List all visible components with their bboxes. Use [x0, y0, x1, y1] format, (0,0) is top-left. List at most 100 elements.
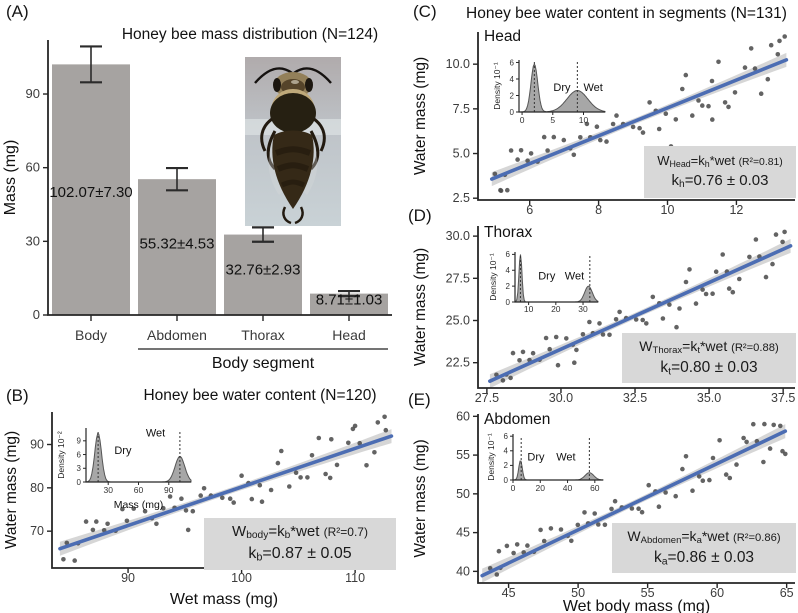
svg-text:Wet mass (mg): Wet mass (mg) [170, 591, 278, 608]
bar-chart-mass-distribution: 102.07±7.30 55.32±4.53 32.76±2.93 8.71±1.03… [2, 40, 392, 372]
equation-box-head: WHead=kh*wet (R²=0.81) kh=0.76 ± 0.03 [644, 146, 796, 198]
svg-text:Wet: Wet [556, 452, 575, 464]
svg-text:Abdomen: Abdomen [147, 327, 207, 343]
panel-b-label: (B) [6, 386, 29, 405]
svg-text:27.5: 27.5 [446, 271, 470, 285]
svg-text:90: 90 [164, 485, 174, 495]
svg-text:20: 20 [536, 483, 546, 493]
svg-text:6: 6 [510, 58, 515, 67]
svg-text:22.5: 22.5 [446, 356, 470, 370]
svg-text:Thorax: Thorax [241, 327, 285, 343]
svg-text:70: 70 [30, 524, 44, 538]
panel-e-segment-label: Abdomen [484, 411, 551, 428]
panel-a-title: Honey bee mass distribution (N=124) [121, 26, 379, 43]
svg-text:6: 6 [504, 432, 509, 441]
panel-c-label: (C) [413, 2, 437, 21]
equation-box-abdomen: WAbdomen=ka*wet (R²=0.86) ka=0.86 ± 0.03 [612, 523, 796, 573]
svg-text:8.71±1.03: 8.71±1.03 [316, 291, 383, 308]
svg-text:55: 55 [456, 448, 470, 462]
svg-text:30.0: 30.0 [446, 229, 470, 243]
svg-text:4: 4 [504, 447, 509, 456]
equation-head-line2: kh=0.76 ± 0.03 [671, 171, 769, 191]
svg-text:Body segment: Body segment [212, 355, 315, 372]
panel-c-segment-label: Head [484, 28, 522, 45]
svg-text:9: 9 [77, 437, 82, 446]
panel-a-label: (A) [6, 2, 29, 21]
svg-text:30: 30 [578, 304, 588, 314]
svg-text:27.5: 27.5 [475, 391, 499, 405]
svg-text:Wet: Wet [584, 82, 603, 94]
scatter-thorax-water-content: 27.5 30.0 32.5 35.0 37.5 22.5 25.0 27.5 30.0 Wate… [412, 226, 795, 405]
svg-text:30: 30 [26, 233, 40, 248]
svg-text:Water mass (mg): Water mass (mg) [3, 431, 20, 549]
svg-text:Dry: Dry [553, 82, 571, 94]
svg-text:60: 60 [590, 483, 600, 493]
svg-text:60: 60 [710, 586, 724, 600]
svg-text:60: 60 [26, 160, 40, 175]
svg-text:6: 6 [506, 250, 511, 259]
svg-text:65: 65 [780, 586, 794, 600]
svg-text:50: 50 [456, 487, 470, 501]
svg-text:32.5: 32.5 [623, 391, 647, 405]
svg-text:Water mass (mg): Water mass (mg) [412, 439, 429, 557]
svg-text:Density 10⁻²: Density 10⁻² [56, 431, 66, 479]
svg-text:100: 100 [231, 571, 252, 585]
panel-d-label: (D) [408, 206, 432, 225]
equation-thorax-line2: kt=0.80 ± 0.03 [660, 359, 758, 378]
svg-text:10.0: 10.0 [446, 57, 470, 71]
svg-text:Head: Head [332, 327, 365, 343]
svg-text:3: 3 [77, 464, 82, 473]
svg-text:Wet: Wet [565, 271, 584, 283]
svg-text:32.76±2.93: 32.76±2.93 [226, 261, 301, 278]
svg-text:37.5: 37.5 [771, 391, 795, 405]
svg-text:10: 10 [524, 304, 534, 314]
svg-text:Density 10⁻¹: Density 10⁻¹ [488, 253, 498, 301]
svg-text:7.5: 7.5 [453, 102, 470, 116]
svg-text:Mass (mg): Mass (mg) [114, 499, 164, 511]
svg-text:Density 10⁻¹: Density 10⁻¹ [486, 433, 496, 481]
svg-text:40: 40 [563, 483, 573, 493]
svg-text:0: 0 [506, 298, 511, 307]
svg-text:55.32±4.53: 55.32±4.53 [140, 236, 215, 253]
svg-text:Water mass (mg): Water mass (mg) [412, 57, 429, 175]
svg-text:Wet: Wet [146, 428, 165, 440]
svg-text:25.0: 25.0 [446, 314, 470, 328]
svg-text:Density 10⁻¹: Density 10⁻¹ [492, 62, 502, 110]
density-inset-thorax: 0 2 4 6 10 20 30 Dry Wet Density 10⁻¹ [488, 250, 599, 314]
svg-text:45: 45 [502, 586, 516, 600]
equation-thorax-line1: WThorax=kt*wet (R²=0.88) [639, 338, 779, 357]
svg-text:55: 55 [641, 586, 655, 600]
svg-text:0: 0 [520, 115, 525, 125]
svg-text:5.0: 5.0 [453, 147, 470, 161]
panel-d-segment-label: Thorax [484, 224, 533, 241]
svg-text:10: 10 [579, 115, 589, 125]
svg-text:2: 2 [504, 461, 509, 470]
equation-abdomen-line1: WAbdomen=ka*wet (R²=0.86) [627, 528, 781, 547]
svg-text:10: 10 [661, 203, 675, 217]
equation-box-thorax: WThorax=kt*wet (R²=0.88) kt=0.80 ± 0.03 [622, 333, 796, 383]
equation-head-line1: WHead=kh*wet (R²=0.81) [657, 153, 783, 169]
svg-text:0: 0 [77, 478, 82, 487]
svg-text:Mass (mg): Mass (mg) [2, 140, 19, 216]
svg-text:4: 4 [506, 266, 511, 275]
svg-text:0: 0 [33, 307, 40, 322]
svg-text:4: 4 [510, 75, 515, 84]
svg-text:2: 2 [510, 91, 515, 100]
svg-text:45: 45 [456, 526, 470, 540]
equation-body-line2: kb=0.87 ± 0.05 [248, 545, 352, 564]
svg-text:40: 40 [456, 564, 470, 578]
equation-body-line1: Wbody=kb*wet (R²=0.7) [232, 523, 368, 542]
svg-text:60: 60 [134, 485, 144, 495]
scatter-head-water-content: 6 8 10 12 2.5 5.0 7.5 10.0 Water mass (mg) [412, 32, 795, 217]
svg-text:Dry: Dry [527, 452, 545, 464]
equation-box-body: Wbody=kb*wet (R²=0.7) kb=0.87 ± 0.05 [204, 518, 396, 570]
svg-text:90: 90 [121, 571, 135, 585]
svg-text:Body: Body [75, 327, 107, 343]
svg-text:0: 0 [510, 108, 515, 117]
svg-text:90: 90 [30, 438, 44, 452]
svg-text:Dry: Dry [538, 271, 556, 283]
svg-text:8: 8 [595, 203, 602, 217]
